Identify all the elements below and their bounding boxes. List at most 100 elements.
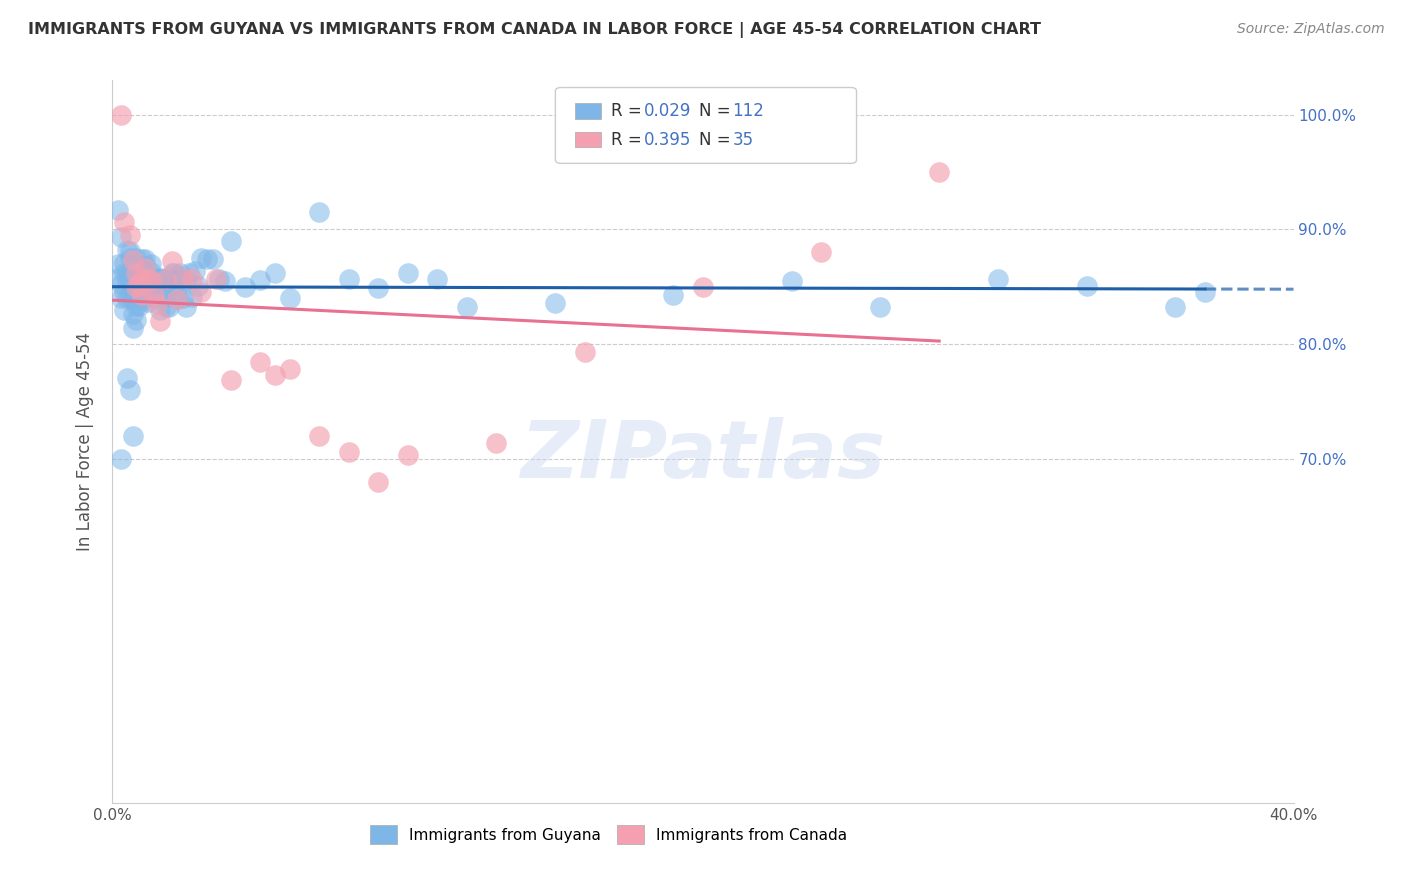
Text: Source: ZipAtlas.com: Source: ZipAtlas.com — [1237, 22, 1385, 37]
Point — [152, 271, 174, 285]
Point — [125, 251, 148, 265]
Text: 0.395: 0.395 — [644, 130, 692, 149]
Point — [208, 271, 231, 285]
Legend: Immigrants from Guyana, Immigrants from Canada: Immigrants from Guyana, Immigrants from … — [360, 816, 856, 853]
Point — [122, 307, 145, 321]
Point — [117, 371, 138, 385]
Point — [184, 263, 207, 277]
Point — [308, 205, 330, 219]
Point — [152, 290, 174, 304]
Point — [179, 266, 201, 280]
Point — [181, 290, 204, 304]
Point — [128, 277, 150, 292]
Point — [139, 265, 162, 279]
Point — [120, 251, 142, 265]
Point — [125, 283, 148, 297]
Point — [396, 266, 419, 280]
Point — [146, 287, 169, 301]
Point — [139, 273, 162, 287]
Point — [160, 254, 183, 268]
Point — [396, 448, 419, 462]
Text: R =: R = — [610, 102, 647, 120]
Point — [104, 271, 127, 285]
Point — [131, 271, 153, 285]
Point — [131, 287, 153, 301]
Point — [201, 252, 224, 267]
Point — [112, 255, 135, 269]
Point — [134, 266, 156, 280]
Point — [110, 451, 132, 466]
Point — [928, 165, 950, 179]
Point — [987, 271, 1010, 285]
Point — [780, 274, 803, 288]
Point — [117, 291, 138, 305]
Text: R =: R = — [610, 130, 647, 149]
Point — [120, 287, 142, 301]
Point — [122, 253, 145, 268]
Point — [122, 321, 145, 335]
Point — [122, 277, 145, 291]
Point — [456, 301, 478, 315]
Point — [337, 445, 360, 459]
Point — [120, 244, 142, 259]
Point — [110, 277, 132, 292]
Point — [278, 291, 301, 305]
Point — [233, 279, 256, 293]
Point — [110, 108, 132, 122]
Point — [869, 301, 891, 315]
Point — [142, 273, 165, 287]
Point — [125, 279, 148, 293]
Point — [110, 291, 132, 305]
Point — [163, 266, 186, 280]
Point — [172, 291, 194, 305]
Point — [131, 266, 153, 280]
Point — [125, 273, 148, 287]
Text: IMMIGRANTS FROM GUYANA VS IMMIGRANTS FROM CANADA IN LABOR FORCE | AGE 45-54 CORR: IMMIGRANTS FROM GUYANA VS IMMIGRANTS FRO… — [28, 22, 1040, 38]
FancyBboxPatch shape — [555, 87, 856, 163]
Point — [692, 279, 714, 293]
Point — [136, 287, 159, 301]
Point — [107, 202, 129, 217]
Point — [149, 271, 172, 285]
Point — [128, 299, 150, 313]
Point — [136, 271, 159, 285]
Point — [149, 314, 172, 328]
Point — [128, 259, 150, 273]
Point — [426, 271, 449, 285]
Point — [122, 286, 145, 301]
Point — [131, 293, 153, 308]
Point — [136, 283, 159, 297]
Point — [174, 301, 197, 315]
Point — [155, 301, 177, 315]
Point — [169, 271, 191, 285]
Point — [190, 285, 212, 300]
Point — [1164, 301, 1187, 315]
Point — [139, 257, 162, 271]
Point — [264, 266, 287, 280]
Point — [544, 295, 567, 310]
Point — [662, 287, 685, 301]
Point — [136, 266, 159, 280]
Point — [125, 266, 148, 280]
Point — [1076, 278, 1098, 293]
Point — [131, 271, 153, 285]
Point — [174, 273, 197, 287]
Point — [146, 271, 169, 285]
Point — [139, 290, 162, 304]
Point — [131, 271, 153, 285]
Point — [574, 345, 596, 359]
Point — [155, 279, 177, 293]
Point — [166, 293, 188, 307]
Point — [278, 362, 301, 376]
Point — [155, 290, 177, 304]
Point — [146, 273, 169, 287]
Point — [157, 301, 180, 315]
Point — [120, 271, 142, 285]
Point — [163, 278, 186, 293]
Text: 112: 112 — [733, 102, 765, 120]
Point — [142, 287, 165, 301]
Point — [160, 266, 183, 280]
Point — [131, 252, 153, 267]
Point — [219, 234, 242, 248]
Point — [308, 429, 330, 443]
